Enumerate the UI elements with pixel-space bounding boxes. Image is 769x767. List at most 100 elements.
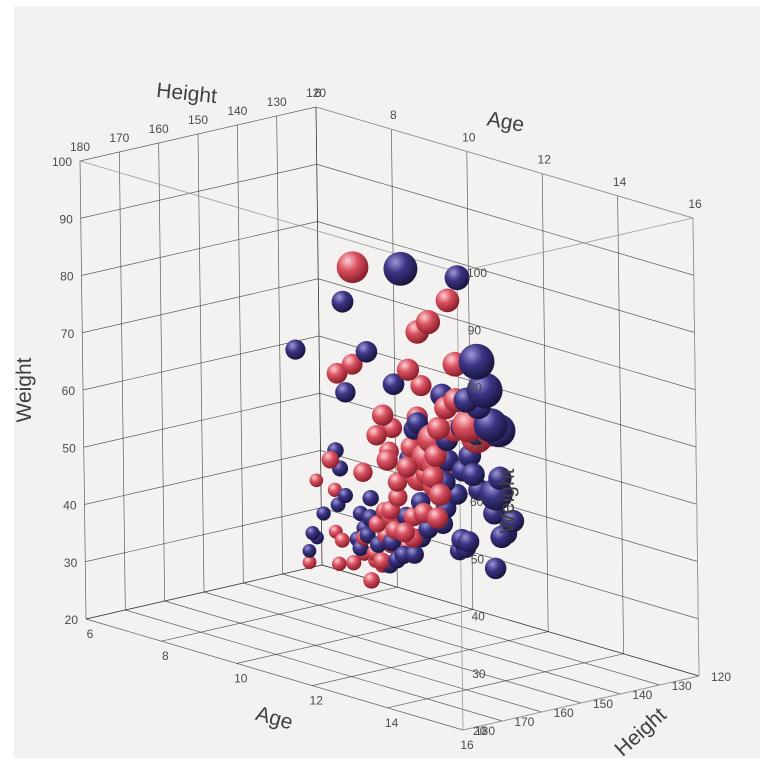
left-wall-gridline	[84, 450, 321, 505]
height-tick-right: 140	[632, 688, 652, 702]
data-point-blue	[405, 545, 424, 564]
data-point-red	[373, 552, 391, 570]
data-point-red	[371, 404, 394, 426]
data-point-blue	[457, 531, 480, 553]
back-wall-gridline	[318, 335, 697, 448]
left-wall-gridline	[82, 278, 319, 334]
data-point-red	[302, 555, 317, 570]
height-tick-top: 180	[70, 140, 90, 154]
height-tick-right: 170	[514, 715, 534, 729]
weight-tick-left: 50	[62, 441, 76, 455]
data-point-blue	[461, 462, 485, 487]
data-point-red	[396, 456, 418, 478]
age-tick-front: 6	[87, 627, 94, 641]
data-point-blue	[362, 490, 379, 507]
data-point-red	[421, 466, 444, 489]
data-point-blue	[466, 372, 503, 409]
data-point-blue	[302, 543, 317, 558]
data-point-red	[388, 487, 408, 507]
data-point-blue	[382, 373, 405, 396]
floor-gridline	[85, 618, 464, 731]
data-point-red	[415, 309, 441, 335]
age-tick-top: 8	[390, 108, 397, 122]
height-tick-top: 130	[267, 95, 287, 109]
age-tick-top: 10	[462, 130, 476, 144]
age-tick-top: 14	[613, 175, 627, 189]
left-wall-gridline	[83, 392, 320, 448]
data-point-red	[435, 288, 460, 313]
data-point-red	[410, 375, 432, 397]
data-point-blue	[488, 466, 512, 490]
age-axis-label-top: Age	[485, 108, 526, 137]
tick-labels: 6 8 10 12 14 16 6 8 10 12 14 16 120 130 140 150 160 170 18…	[52, 86, 731, 752]
data-point-red	[376, 449, 398, 471]
weight-tick-right: 90	[468, 323, 482, 337]
data-point-blue	[285, 339, 306, 360]
data-point-red	[331, 556, 347, 572]
data-point-red	[366, 425, 387, 446]
weight-tick-right: 80	[469, 381, 483, 395]
left-wall-gridline	[79, 106, 317, 162]
data-point-blue	[501, 509, 525, 533]
data-point-red	[326, 362, 348, 384]
data-point-red	[394, 522, 415, 543]
data-point-red	[426, 507, 449, 529]
data-point-red	[424, 444, 447, 467]
floor-gridline	[164, 600, 542, 713]
back-wall-gridline	[321, 564, 700, 677]
height-tick-top: 140	[227, 104, 247, 118]
axis-labels: Age Age Height Height Weight Weight	[13, 79, 671, 761]
left-wall-gridline	[81, 221, 318, 276]
box-edge	[692, 217, 700, 677]
data-point-red	[336, 251, 369, 284]
height-tick-right: 150	[593, 697, 613, 711]
weight-tick-right: 100	[467, 266, 487, 280]
weight-tick-left: 70	[61, 327, 75, 341]
data-point-red	[334, 532, 350, 548]
weight-tick-right: 30	[472, 667, 486, 681]
weight-tick-right: 20	[473, 724, 487, 738]
height-axis-label-right: Height	[610, 703, 671, 761]
weight-tick-left: 40	[63, 499, 77, 513]
data-point-red	[346, 555, 362, 571]
age-tick-front: 14	[385, 716, 399, 730]
data-point-red	[396, 358, 420, 381]
data-point-blue	[355, 341, 378, 363]
height-tick-top: 120	[306, 86, 326, 100]
left-wall-gridline	[80, 163, 317, 219]
height-tick-right: 160	[554, 706, 574, 720]
height-tick-top: 170	[109, 131, 129, 145]
data-point-red	[387, 472, 408, 492]
age-axis-label-front: Age	[253, 702, 295, 734]
weight-tick-right: 40	[472, 610, 486, 624]
age-tick-top: 16	[688, 197, 702, 211]
data-point-red	[341, 353, 363, 375]
box-edge	[456, 217, 694, 273]
weight-tick-left: 100	[52, 155, 72, 169]
data-point-blue	[383, 251, 418, 286]
height-axis-label-top: Height	[155, 79, 218, 108]
data-point-blue	[331, 290, 354, 313]
floor-gridline	[125, 609, 503, 722]
back-wall-gridline	[318, 278, 696, 391]
height-tick-right: 180	[475, 724, 495, 738]
data-point-blue	[305, 525, 320, 541]
data-points	[285, 251, 525, 589]
data-point-blue	[337, 488, 353, 504]
age-tick-top: 6	[315, 86, 322, 100]
data-point-red	[368, 515, 387, 533]
data-point-red	[363, 572, 380, 589]
weight-axis-label-left: Weight	[13, 357, 36, 422]
data-point-red	[321, 450, 340, 469]
data-point-red	[353, 462, 373, 482]
data-point-blue	[484, 557, 507, 580]
floor-gridline	[203, 591, 582, 704]
back-wall-gridline	[317, 221, 695, 333]
weight-tick-right: 60	[470, 495, 484, 509]
left-wall-gridline	[82, 335, 320, 391]
weight-axis-label-right: Weight	[496, 468, 519, 533]
data-point-blue	[335, 382, 356, 403]
left-wall-gridline	[85, 507, 322, 563]
